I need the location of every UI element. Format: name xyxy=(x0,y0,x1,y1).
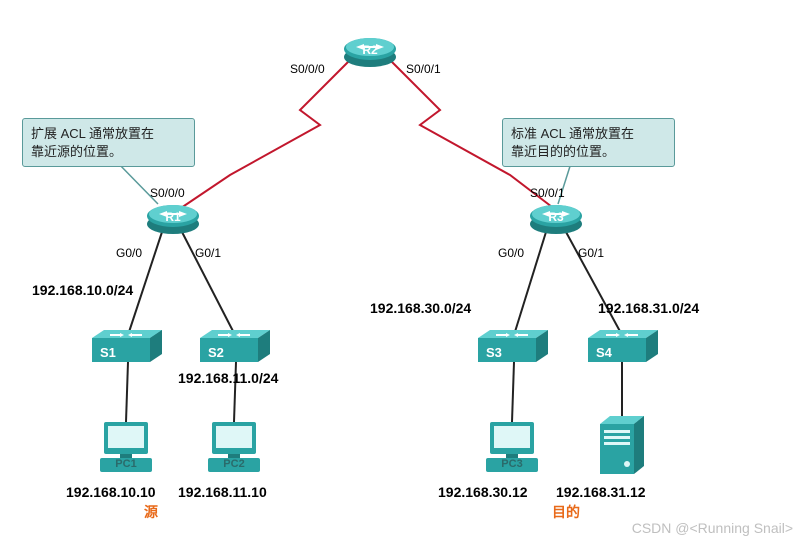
host-pc1-label: PC1 xyxy=(115,458,136,470)
switch-s2-label: S2 xyxy=(208,345,224,360)
callout-extended-acl: 扩展 ACL 通常放置在 靠近源的位置。 xyxy=(22,118,195,167)
callout-standard-acl: 标准 ACL 通常放置在 靠近目的的位置。 xyxy=(502,118,675,167)
switch-s1-label: S1 xyxy=(100,345,116,360)
ip-pc1: 192.168.10.10 xyxy=(66,484,156,500)
if-r3-g01: G0/1 xyxy=(578,246,604,260)
router-r1: R1 xyxy=(145,202,201,236)
ip-srv: 192.168.31.12 xyxy=(556,484,646,500)
router-r2-label: R2 xyxy=(362,43,377,57)
if-r2-s001: S0/0/1 xyxy=(406,62,441,76)
switch-s4-label: S4 xyxy=(596,345,612,360)
if-r1-s000: S0/0/0 xyxy=(150,186,185,200)
if-r2-s000: S0/0/0 xyxy=(290,62,325,76)
if-r3-s001: S0/0/1 xyxy=(530,186,565,200)
router-r1-label: R1 xyxy=(165,210,180,224)
host-server xyxy=(594,414,650,478)
switch-s1: S1 xyxy=(92,330,162,364)
callout-standard-line2: 靠近目的的位置。 xyxy=(511,144,615,159)
if-r1-g01: G0/1 xyxy=(195,246,221,260)
host-pc1: PC1 xyxy=(98,420,154,476)
host-pc3: PC3 xyxy=(484,420,540,476)
net-11: 192.168.11.0/24 xyxy=(178,370,278,386)
callout-extended-line1: 扩展 ACL 通常放置在 xyxy=(31,126,154,141)
if-r3-g00: G0/0 xyxy=(498,246,524,260)
switch-s4: S4 xyxy=(588,330,658,364)
callout-standard-line1: 标准 ACL 通常放置在 xyxy=(511,126,634,141)
link-serial-r2-r1 xyxy=(178,58,352,210)
ip-pc2: 192.168.11.10 xyxy=(178,484,267,500)
net-10: 192.168.10.0/24 xyxy=(32,282,133,298)
link-s1-pc1 xyxy=(126,362,128,422)
callout-extended-line2: 靠近源的位置。 xyxy=(31,144,122,159)
host-pc2: PC2 xyxy=(206,420,262,476)
switch-s3: S3 xyxy=(478,330,548,364)
switch-s3-label: S3 xyxy=(486,345,502,360)
ip-pc3: 192.168.30.12 xyxy=(438,484,528,500)
accent-dest: 目的 xyxy=(552,502,580,522)
router-r3-label: R3 xyxy=(548,210,563,224)
net-31: 192.168.31.0/24 xyxy=(598,300,699,316)
router-r3: R3 xyxy=(528,202,584,236)
net-30: 192.168.30.0/24 xyxy=(370,300,471,316)
switch-s2: S2 xyxy=(200,330,270,364)
if-r1-g00: G0/0 xyxy=(116,246,142,260)
host-pc2-label: PC2 xyxy=(223,458,244,470)
host-pc3-label: PC3 xyxy=(501,458,522,470)
router-r2: R2 xyxy=(342,35,398,69)
link-s3-pc3 xyxy=(512,362,514,422)
accent-source: 源 xyxy=(144,502,158,522)
